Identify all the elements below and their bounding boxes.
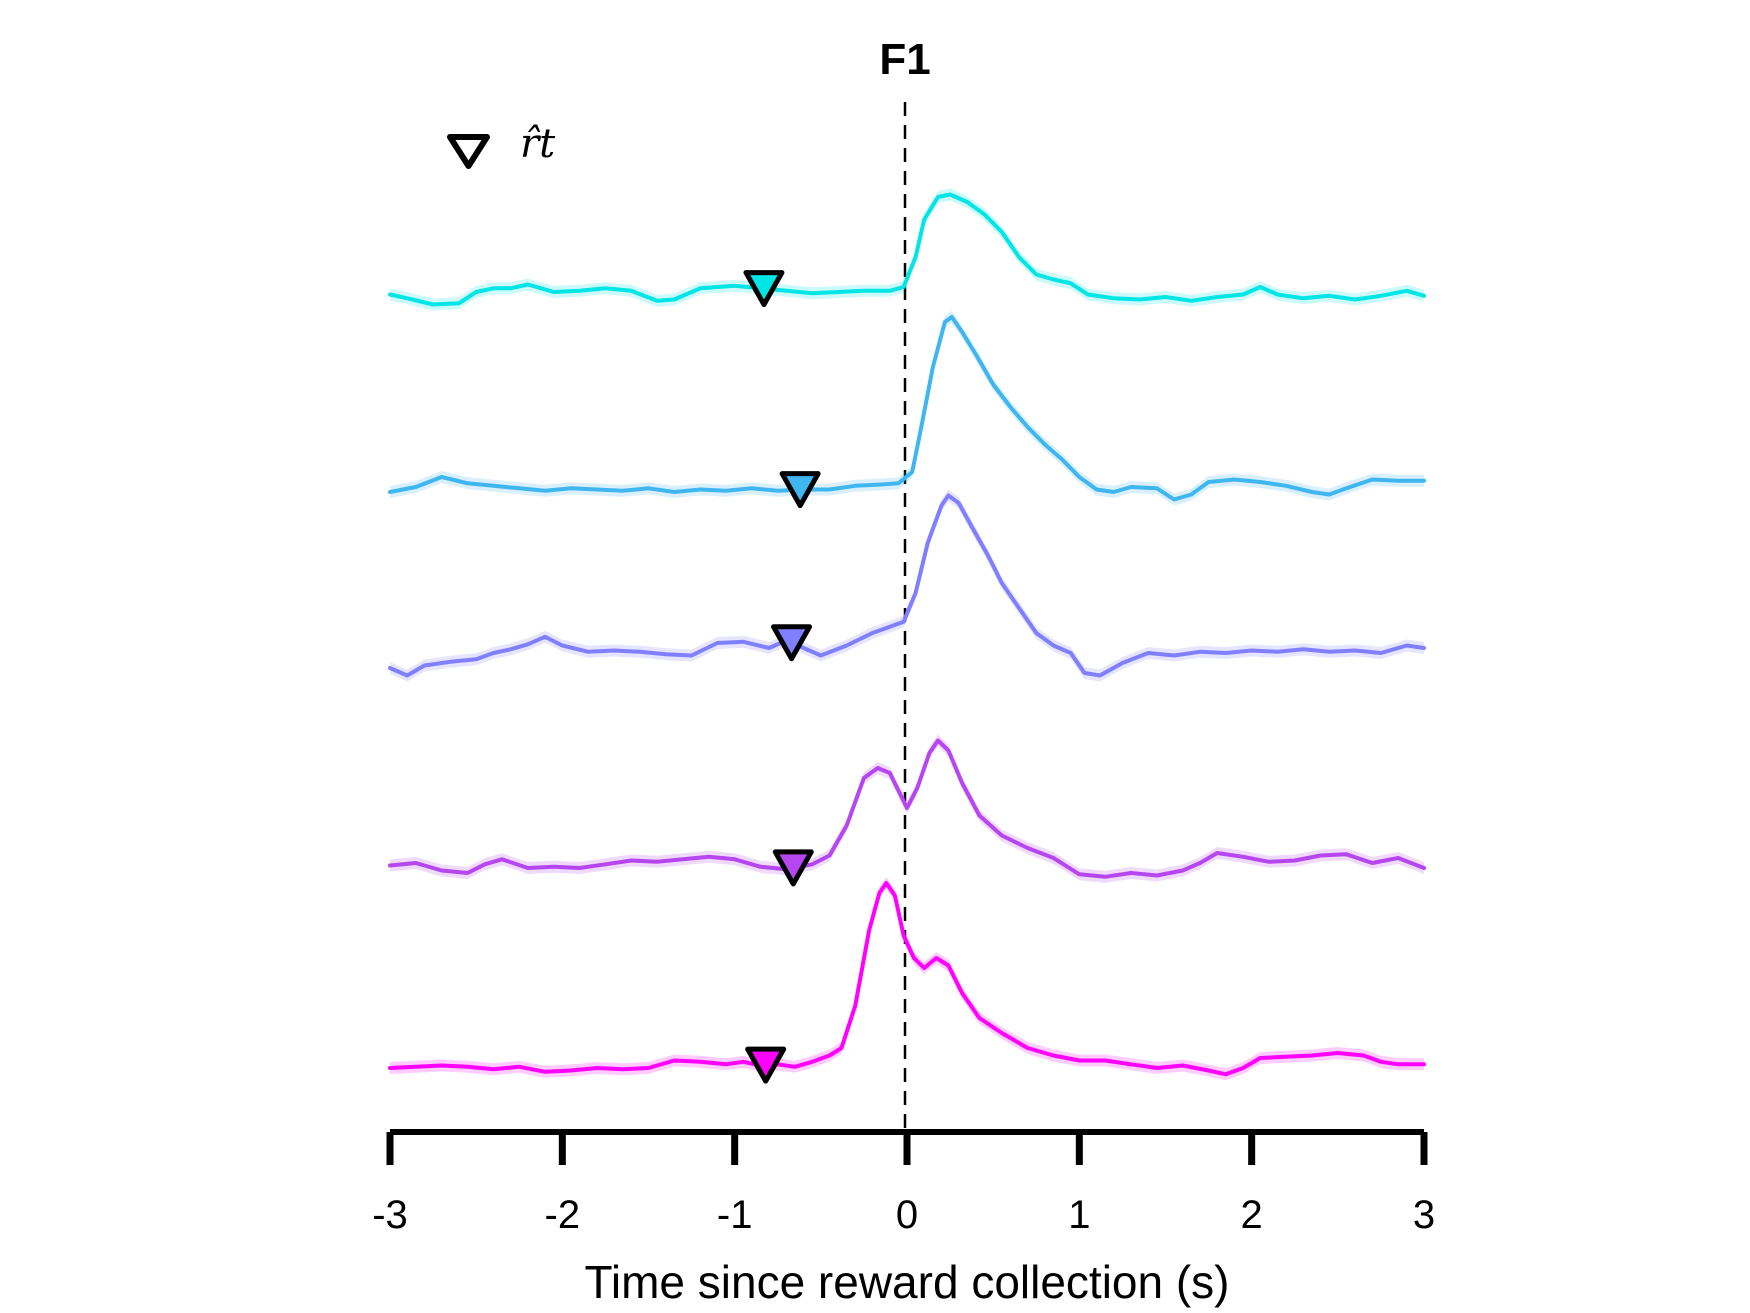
trace-2-rt-marker [779, 471, 821, 509]
rt-markers [743, 270, 821, 1084]
x-tick-label: 1 [1068, 1193, 1090, 1237]
trace-3-rt-marker [771, 624, 813, 662]
panel-title: F1 [879, 35, 930, 84]
trace-2-line [388, 315, 1426, 502]
x-tick-label: 2 [1241, 1193, 1263, 1237]
x-ticks: -3 -2 -1 0 1 2 3 [372, 1132, 1435, 1237]
trace-3-line [388, 493, 1426, 678]
trace-5-error-band [390, 877, 1424, 1081]
trace-5-rt-marker [745, 1046, 787, 1084]
trace-4-line [388, 738, 1426, 879]
x-tick-label: 3 [1413, 1193, 1435, 1237]
legend-label: r̂t [520, 121, 556, 167]
legend-triangle-marker [447, 134, 490, 169]
traces [388, 192, 1426, 1077]
trace-5-line [388, 881, 1426, 1077]
x-axis-title: Time since reward collection (s) [584, 1256, 1229, 1308]
trace-4-rt-marker [772, 849, 814, 887]
x-tick-label: -3 [372, 1193, 408, 1237]
x-tick-label: 0 [896, 1193, 918, 1237]
trace-1-rt-marker [743, 270, 785, 308]
x-tick-label: -2 [545, 1193, 581, 1237]
x-tick-label: -1 [717, 1193, 753, 1237]
trace-1-line [388, 192, 1426, 307]
legend: r̂t [447, 121, 556, 169]
